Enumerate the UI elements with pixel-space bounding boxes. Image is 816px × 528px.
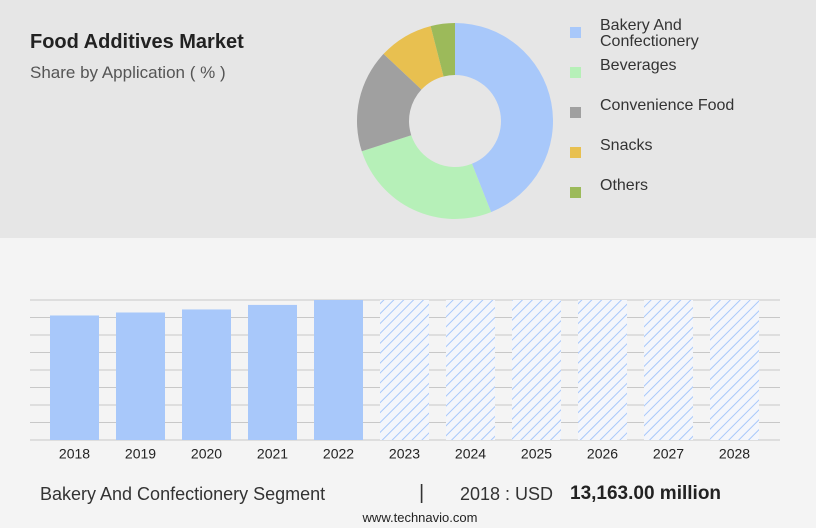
x-tick-label: 2028 <box>719 446 750 462</box>
x-tick-label: 2019 <box>125 446 156 462</box>
forecast-bar <box>380 300 429 440</box>
x-tick-label: 2027 <box>653 446 684 462</box>
footer-year: 2018 : USD <box>460 484 554 504</box>
x-tick-label: 2024 <box>455 446 486 462</box>
donut-slice <box>361 135 492 220</box>
legend-label: Bakery And Confectionery <box>600 17 699 50</box>
donut-slice <box>430 23 455 77</box>
x-tick-label: 2026 <box>587 446 618 462</box>
chart-subtitle: Share by Application ( % ) <box>30 63 226 82</box>
forecast-bar <box>446 300 495 440</box>
legend-label: Others <box>600 177 649 194</box>
bar <box>50 315 99 440</box>
footer-source: www.technavio.com <box>362 510 478 525</box>
bar <box>116 312 165 440</box>
footer-separator: | <box>419 482 425 504</box>
x-tick-label: 2021 <box>257 446 288 462</box>
bar <box>248 304 297 440</box>
legend-label: Snacks <box>600 137 653 154</box>
bar <box>314 300 363 440</box>
legend-swatch <box>570 147 581 158</box>
legend-label: Beverages <box>600 57 677 74</box>
legend-label: Convenience Food <box>600 97 735 114</box>
x-tick-label: 2020 <box>191 446 222 462</box>
donut-slice <box>383 26 444 90</box>
x-tick-label: 2025 <box>521 446 552 462</box>
legend-swatch <box>570 107 581 118</box>
x-tick-label: 2022 <box>323 446 354 462</box>
footer-segment: Bakery And Confectionery Segment <box>40 484 326 504</box>
legend-swatch <box>570 67 581 78</box>
forecast-bar <box>578 300 627 440</box>
legend-swatch <box>570 187 581 198</box>
x-tick-label: 2018 <box>59 446 90 462</box>
chart-title: Food Additives Market <box>30 31 244 53</box>
forecast-bar <box>644 300 693 440</box>
footer: Bakery And Confectionery Segment | 2018 … <box>0 480 816 528</box>
donut-slice <box>455 23 554 213</box>
legend-swatch <box>570 27 581 38</box>
bar <box>182 309 231 440</box>
donut-slice <box>357 53 422 152</box>
forecast-bar <box>710 300 759 440</box>
x-tick-label: 2023 <box>389 446 420 462</box>
forecast-bar <box>512 300 561 440</box>
footer-value: 13,163.00 million <box>570 483 722 504</box>
